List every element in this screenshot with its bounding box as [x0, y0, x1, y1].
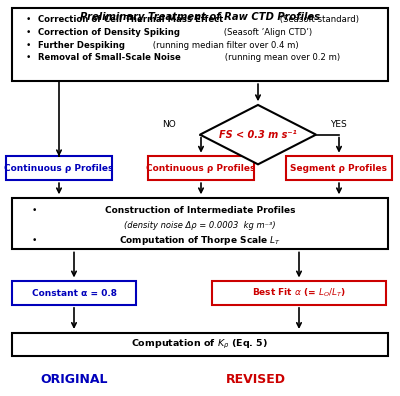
FancyBboxPatch shape [12, 281, 136, 305]
Text: Construction of Intermediate Profiles: Construction of Intermediate Profiles [105, 206, 295, 215]
Text: Best Fit $\mathit{\alpha}$ (= $\mathit{L_O/L_T}$): Best Fit $\mathit{\alpha}$ (= $\mathit{L… [252, 287, 346, 299]
Text: YES: YES [330, 120, 347, 129]
Text: Continuous ρ Profiles: Continuous ρ Profiles [146, 164, 256, 173]
Text: •: • [26, 15, 31, 24]
Text: •: • [26, 28, 31, 37]
Text: Computation of Thorpe Scale $\mathit{L}_T$: Computation of Thorpe Scale $\mathit{L}_… [119, 234, 281, 247]
Polygon shape [200, 105, 316, 164]
Text: (Seasoft ’Align CTD’): (Seasoft ’Align CTD’) [221, 28, 312, 37]
Text: Correction of Density Spiking: Correction of Density Spiking [38, 28, 180, 37]
Text: Preliminary Treatment of Raw CTD Profiles: Preliminary Treatment of Raw CTD Profile… [80, 12, 320, 22]
Text: (running mean over 0.2 m): (running mean over 0.2 m) [222, 53, 340, 62]
Text: (Seasoft standard): (Seasoft standard) [277, 15, 359, 24]
FancyBboxPatch shape [286, 156, 392, 180]
Text: Computation of $\mathit{K}_\rho$ (Eq. 5): Computation of $\mathit{K}_\rho$ (Eq. 5) [132, 338, 268, 351]
Text: •: • [31, 236, 37, 245]
Text: Constant α = 0.8: Constant α = 0.8 [32, 289, 116, 297]
FancyBboxPatch shape [12, 8, 388, 81]
Text: (running median filter over 0.4 m): (running median filter over 0.4 m) [150, 41, 299, 50]
Text: (density noise Δρ = 0.0003  kg m⁻³): (density noise Δρ = 0.0003 kg m⁻³) [124, 221, 276, 230]
Text: Removal of Small-Scale Noise: Removal of Small-Scale Noise [38, 53, 181, 62]
FancyBboxPatch shape [212, 281, 386, 305]
Text: Continuous ρ Profiles: Continuous ρ Profiles [4, 164, 114, 173]
Text: ORIGINAL: ORIGINAL [40, 373, 108, 386]
FancyBboxPatch shape [12, 198, 388, 249]
Text: •: • [26, 53, 31, 62]
Text: REVISED: REVISED [226, 373, 286, 386]
Text: •: • [26, 41, 31, 50]
Text: Correction of Cell Thermal Mass Effect: Correction of Cell Thermal Mass Effect [38, 15, 223, 24]
Text: •: • [31, 206, 37, 215]
FancyBboxPatch shape [12, 333, 388, 356]
Text: Further Despiking: Further Despiking [38, 41, 125, 50]
FancyBboxPatch shape [148, 156, 254, 180]
Text: Segment ρ Profiles: Segment ρ Profiles [290, 164, 388, 173]
FancyBboxPatch shape [6, 156, 112, 180]
Text: NO: NO [162, 120, 176, 129]
Text: FS < 0.3 m s⁻¹: FS < 0.3 m s⁻¹ [219, 129, 297, 140]
